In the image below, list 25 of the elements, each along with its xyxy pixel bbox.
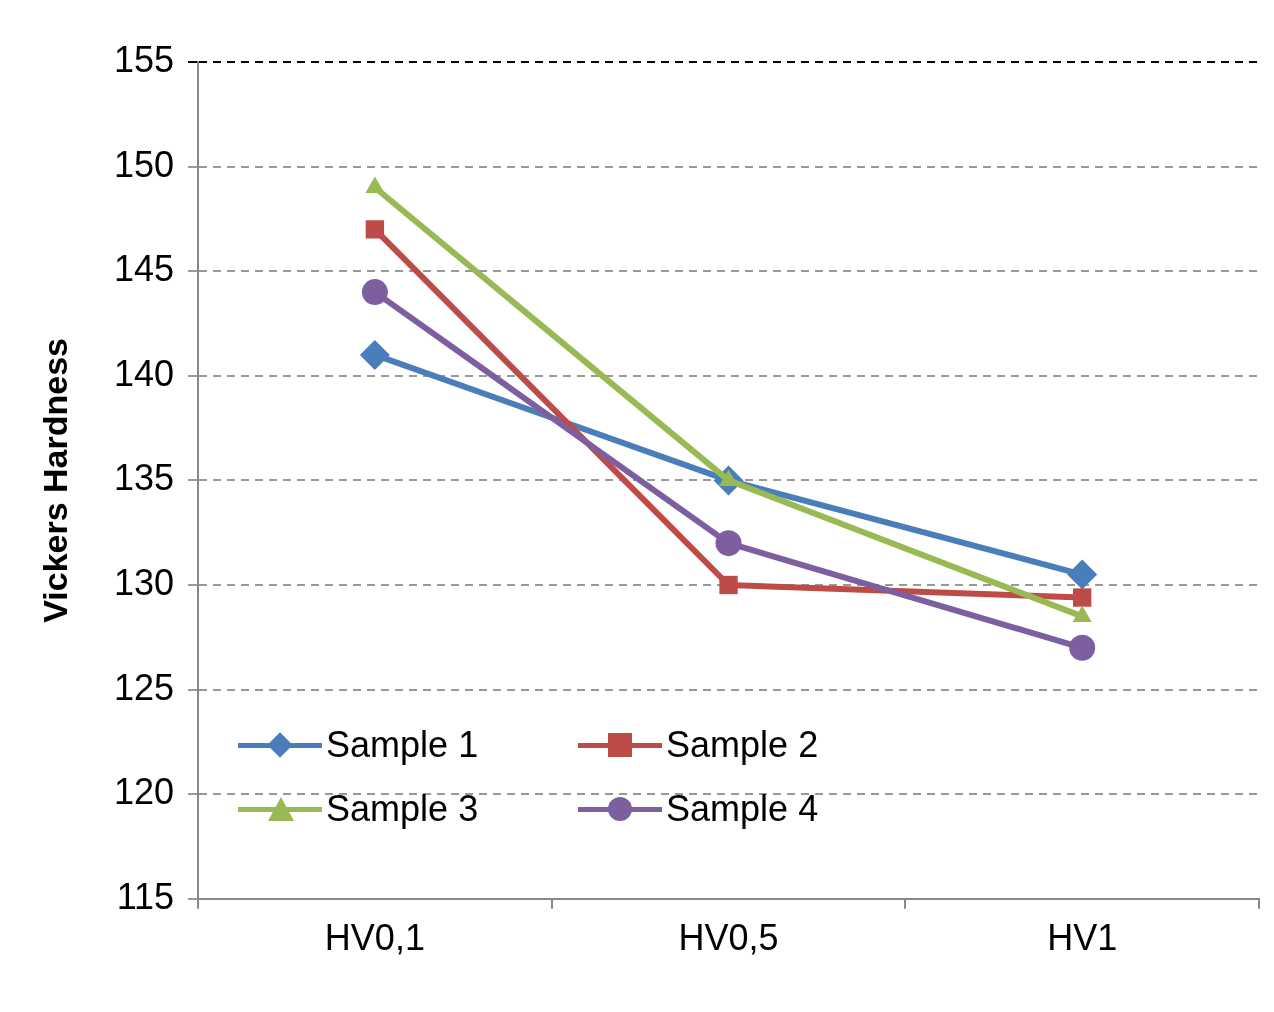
point [361,279,388,306]
y-tick-label: 125 [113,666,175,708]
y-tick-label: 145 [113,248,175,290]
legend-label: Sample 4 [666,787,819,830]
x-tick-label: HV1 [1047,917,1118,959]
legend-label: Sample 2 [666,723,819,766]
y-axis-title: Vickers Hardness [36,338,75,623]
y-tick-label: 115 [116,875,175,917]
point [1067,559,1098,590]
point [1072,588,1092,607]
point [1069,634,1096,661]
point [715,530,742,557]
legend-label: Sample 3 [326,787,479,830]
legend-label: Sample 1 [326,723,479,766]
y-tick-label: 150 [113,143,175,185]
y-tick-label: 135 [113,457,175,499]
y-tick-label: 130 [113,561,175,603]
y-tick-label: 140 [113,352,175,394]
x-tick-label: HV0,5 [678,917,779,959]
point [359,339,390,370]
y-tick-label: 155 [113,38,175,80]
y-tick-label: 120 [113,771,175,813]
point [719,575,738,595]
point [365,220,385,239]
x-tick-label: HV0,1 [324,917,425,959]
